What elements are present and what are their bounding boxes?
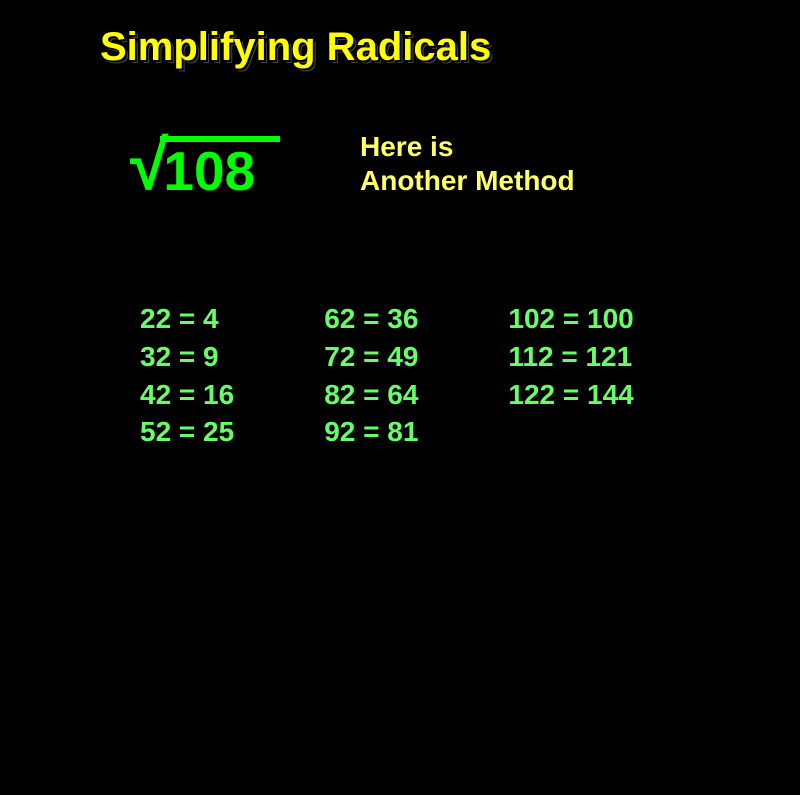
method-line-2: Another Method (360, 164, 575, 198)
squares-column-2: 62 = 36 72 = 49 82 = 64 92 = 81 (324, 300, 418, 451)
radical-content: 108 (163, 130, 255, 199)
square-item: 32 = 9 (140, 338, 234, 376)
square-item: 72 = 49 (324, 338, 418, 376)
squares-column-1: 22 = 4 32 = 9 42 = 16 52 = 25 (140, 300, 234, 451)
square-item: 112 = 121 (508, 338, 633, 376)
square-item: 102 = 100 (508, 300, 633, 338)
square-item: 92 = 81 (324, 413, 418, 451)
radical-expression: √ 108 (130, 130, 255, 200)
square-item: 22 = 4 (140, 300, 234, 338)
radical-number: 108 (163, 138, 255, 199)
squares-column-3: 102 = 100 112 = 121 122 = 144 (508, 300, 633, 451)
square-item: 42 = 16 (140, 376, 234, 414)
squares-list: 22 = 4 32 = 9 42 = 16 52 = 25 62 = 36 72… (140, 300, 634, 451)
square-item: 122 = 144 (508, 376, 633, 414)
method-text: Here is Another Method (360, 130, 575, 197)
square-item: 82 = 64 (324, 376, 418, 414)
method-line-1: Here is (360, 130, 575, 164)
radical-overbar (160, 136, 280, 142)
page-title: Simplifying Radicals (100, 25, 491, 70)
square-item: 52 = 25 (140, 413, 234, 451)
square-item: 62 = 36 (324, 300, 418, 338)
